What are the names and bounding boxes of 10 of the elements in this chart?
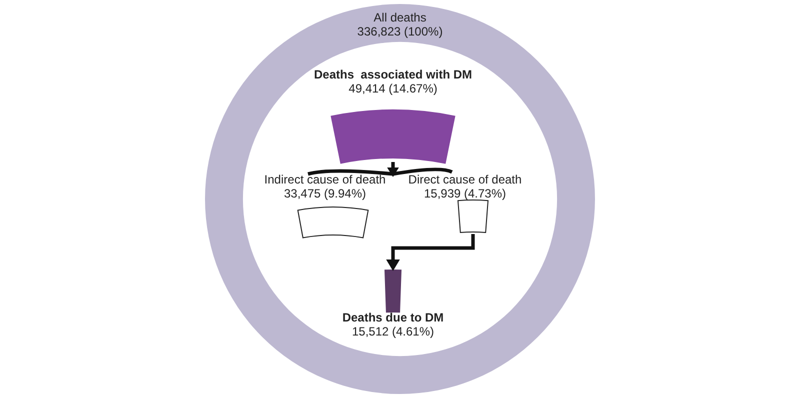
- data-label: 33,475 (9.94%): [284, 186, 366, 200]
- data-label: 336,823 (100%): [357, 24, 443, 38]
- category-label: Deaths due to DM: [342, 310, 444, 324]
- data-label: 49,414 (14.67%): [348, 81, 438, 96]
- category-label: Indirect cause of death: [264, 172, 386, 186]
- category-label: All deaths: [374, 10, 426, 24]
- category-label: Deaths associated with DM: [314, 67, 472, 82]
- data-label: 15,939 (4.73%): [424, 186, 506, 200]
- data-label: 15,512 (4.61%): [352, 324, 434, 338]
- category-label: Direct cause of death: [408, 172, 522, 186]
